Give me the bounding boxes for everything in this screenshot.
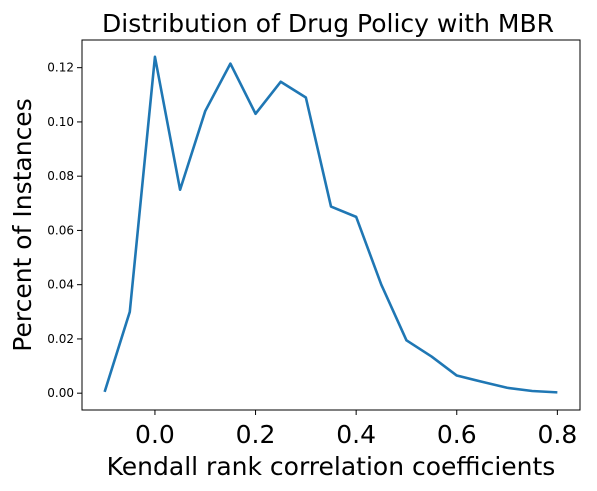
y-tick-label: 0.04 [47,278,74,292]
x-tick-label: 0.0 [135,420,175,449]
x-tick-label: 0.6 [437,420,477,449]
chart-title: Distribution of Drug Policy with MBR [102,9,554,38]
plot-area: 0.000.020.040.060.080.100.12 0.0 0.2 0.4 0.… [47,39,581,449]
y-axis-ticks: 0.00 0.02 0.04 0.06 0.08 0.10 0.12 [47,61,82,400]
y-tick-label: 0.02 [47,332,74,346]
plot-frame [81,39,581,411]
x-axis-label: Kendall rank correlation coefficients [107,452,556,481]
y-tick-label: 0.06 [47,223,74,237]
series-group [103,55,558,394]
x-tick-label: 0.2 [236,420,276,449]
x-tick-label: 0.4 [336,420,376,449]
x-axis-ticks: 0.0 0.2 0.4 0.6 0.8 [135,410,577,449]
x-tick-label: 0.8 [537,420,577,449]
y-tick-label: 0.08 [47,169,74,183]
y-tick-label: 0.12 [47,61,74,75]
y-tick-label: 0.10 [47,115,74,129]
y-axis-label: Percent of Instances [8,98,37,351]
y-tick-label: 0.00 [47,386,74,400]
series-line [103,55,558,394]
